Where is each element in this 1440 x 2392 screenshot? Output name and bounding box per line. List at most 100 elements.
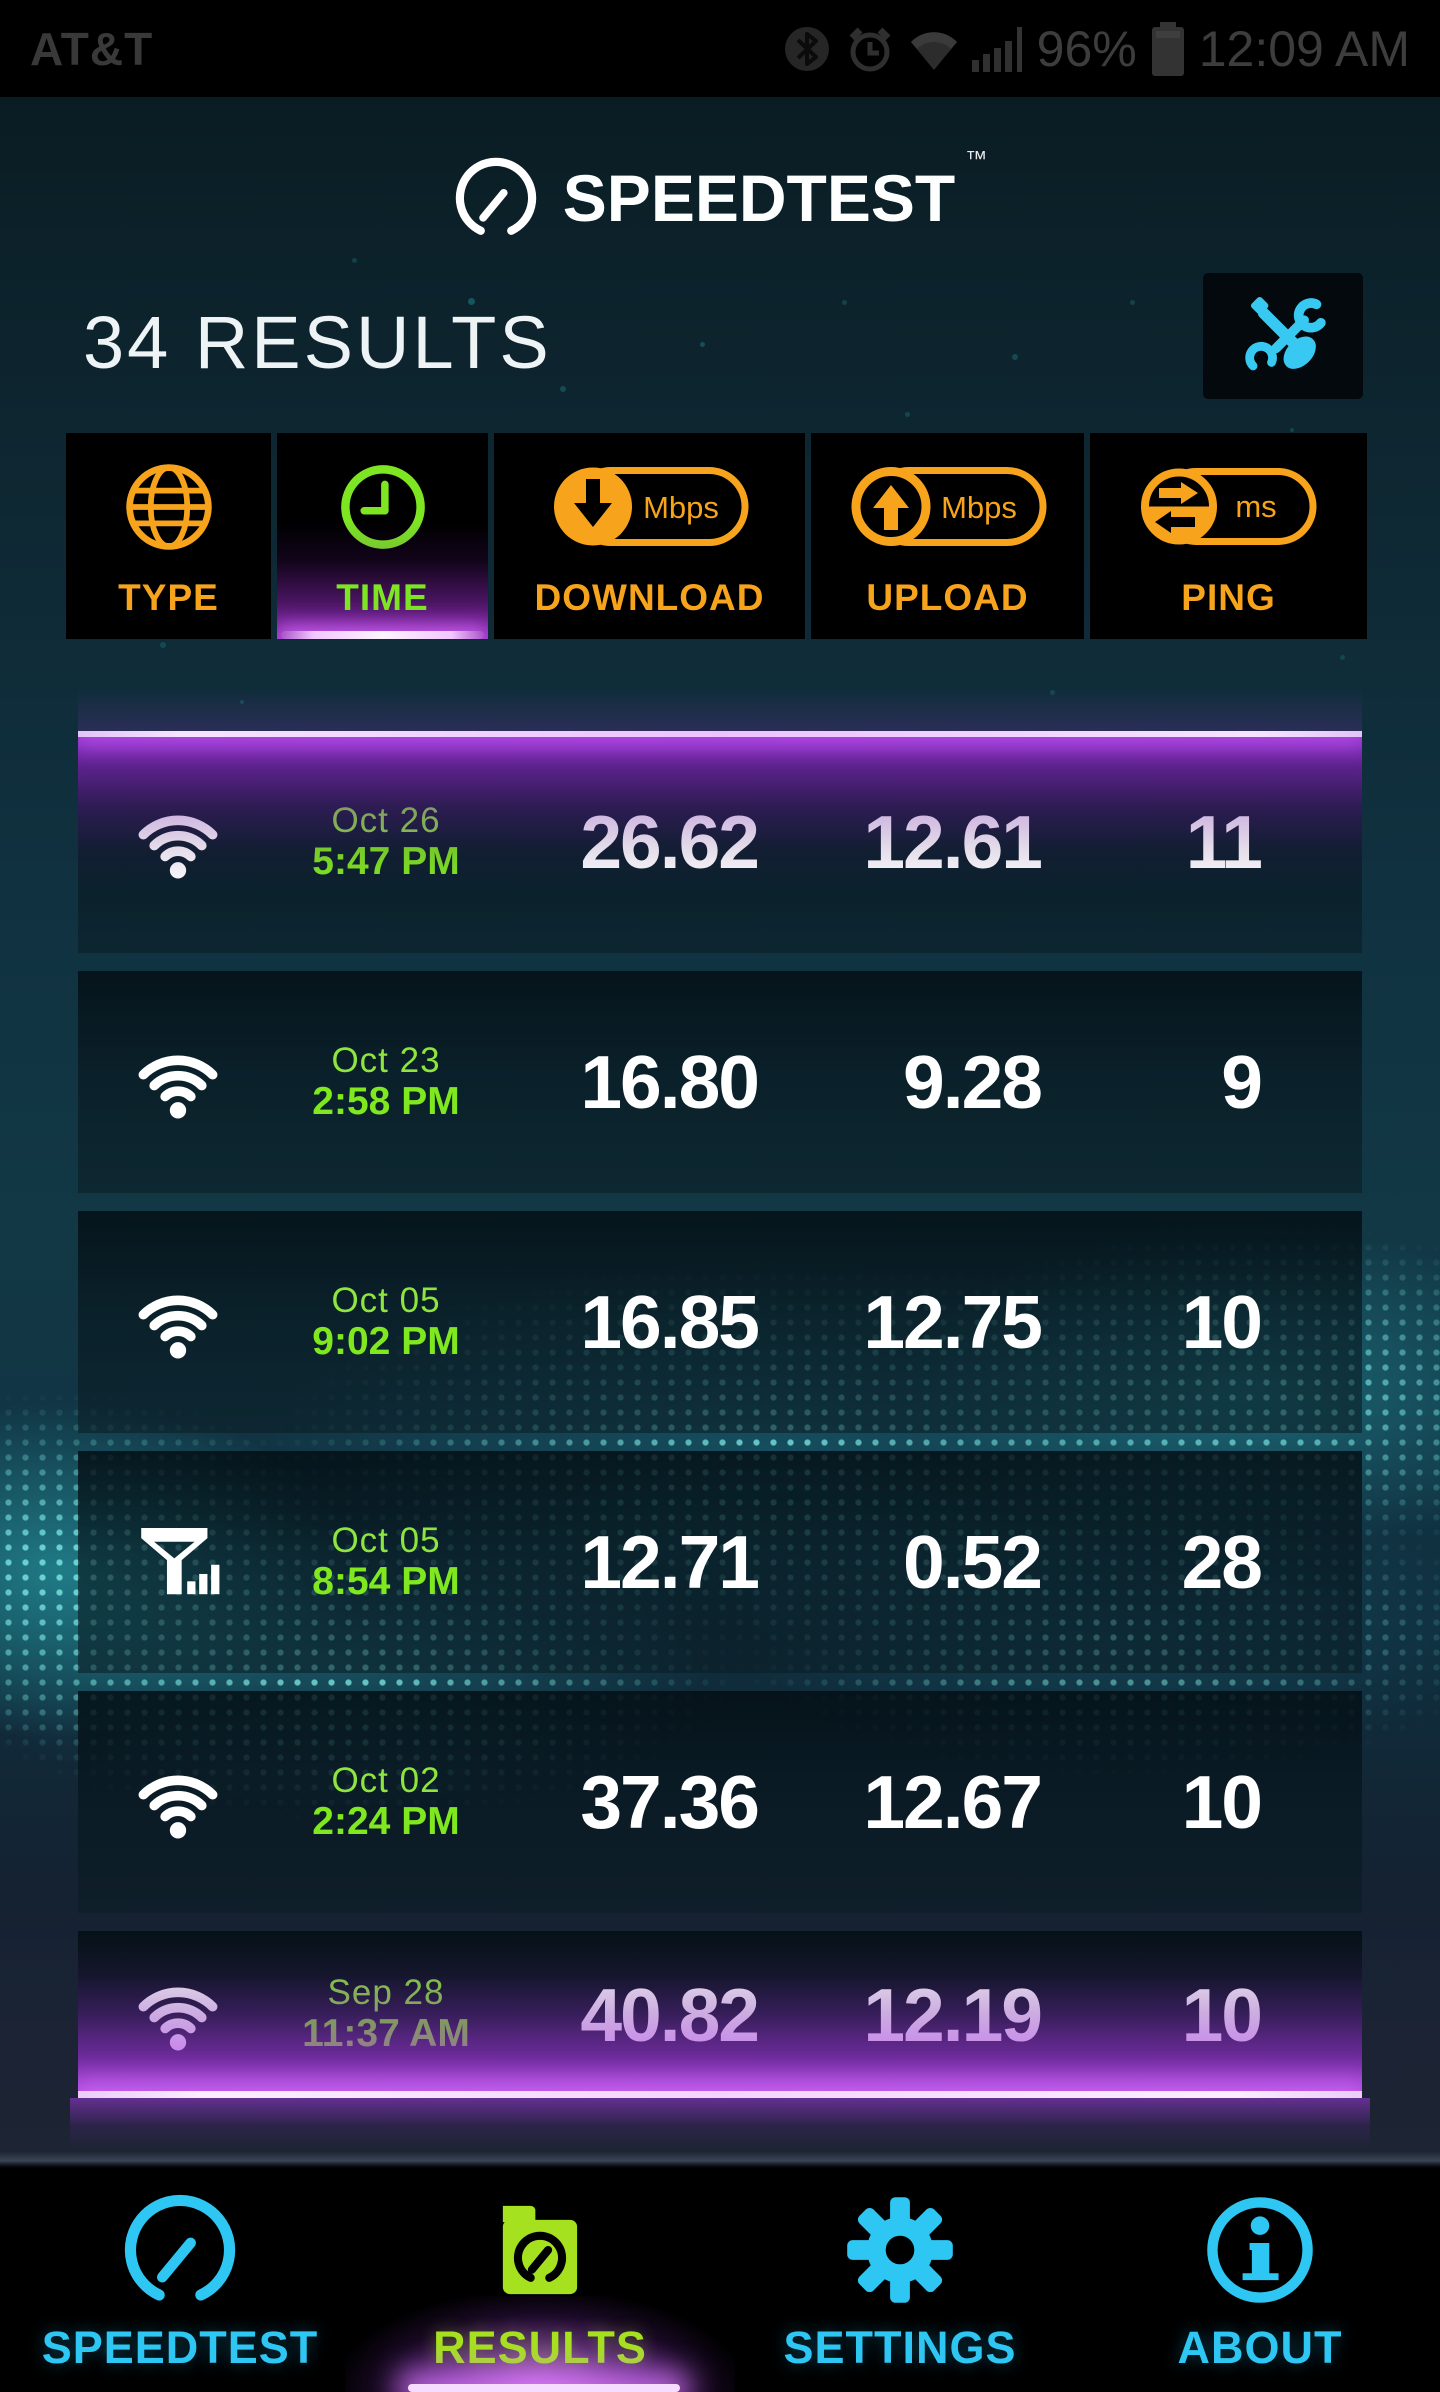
ping-unit: ms <box>1235 489 1276 524</box>
ping-label: PING <box>1181 577 1276 618</box>
result-time: 5:47 PM <box>312 839 460 883</box>
nav-label: SPEEDTEST <box>41 2322 319 2373</box>
sort-by-download[interactable]: Mbps DOWNLOAD <box>494 433 805 639</box>
download-arrow-icon: Mbps <box>547 449 753 565</box>
speedtest-gauge-icon <box>453 152 539 244</box>
signal-strength-icon <box>971 26 1024 72</box>
download-value: 12.71 <box>580 1520 760 1604</box>
ping-value: 11 <box>1185 800 1263 884</box>
result-row[interactable]: Sep 28 11:37 AM 40.82 12.19 10 <box>78 1931 1362 2098</box>
nav-divider <box>0 2152 1440 2168</box>
carrier-label: AT&T <box>30 22 154 75</box>
upload-value: 9.28 <box>903 1040 1043 1124</box>
nav-label: SETTINGS <box>783 2322 1017 2373</box>
result-row[interactable]: Oct 05 9:02 PM 16.85 12.75 10 <box>78 1211 1362 1433</box>
sort-by-type[interactable]: TYPE <box>66 433 271 639</box>
ping-value: 9 <box>1221 1040 1263 1124</box>
download-value: 16.85 <box>580 1280 760 1364</box>
wifi-icon <box>78 1042 278 1123</box>
result-date: Oct 05 <box>331 1520 441 1560</box>
app-logo: SPEEDTEST ™ <box>0 146 1440 248</box>
sort-by-ping[interactable]: ms PING <box>1090 433 1367 639</box>
results-folder-icon <box>482 2190 598 2310</box>
clock-label: 12:09 AM <box>1198 20 1410 77</box>
upload-label: UPLOAD <box>866 577 1029 618</box>
cellular-icon <box>78 1526 278 1598</box>
result-time: 9:02 PM <box>312 1319 460 1363</box>
download-value: 40.82 <box>580 1972 760 2057</box>
trademark-symbol: ™ <box>965 146 988 171</box>
status-icons: 96% 12:09 AM <box>783 20 1410 78</box>
battery-percent-label: 96% <box>1036 20 1137 77</box>
nav-label: RESULTS <box>433 2322 647 2373</box>
nav-tab-settings[interactable]: SETTINGS <box>720 2168 1080 2392</box>
ping-value: 28 <box>1181 1520 1263 1604</box>
result-time: 8:54 PM <box>312 1559 460 1603</box>
download-unit: Mbps <box>643 490 719 525</box>
ping-value: 10 <box>1181 1972 1263 2057</box>
upload-value: 12.61 <box>863 800 1043 884</box>
ping-value: 10 <box>1181 1760 1263 1844</box>
nav-label: ABOUT <box>1177 2322 1343 2373</box>
nav-tab-results[interactable]: RESULTS <box>360 2168 720 2392</box>
download-label: DOWNLOAD <box>534 577 765 618</box>
download-value: 26.62 <box>580 800 760 884</box>
result-datetime: Oct 05 9:02 PM <box>278 1281 494 1364</box>
wifi-icon <box>78 1762 278 1843</box>
bluetooth-icon <box>783 25 831 73</box>
result-datetime: Oct 02 2:24 PM <box>278 1761 494 1844</box>
download-value: 16.80 <box>580 1040 760 1124</box>
gauge-icon <box>121 2190 239 2310</box>
info-icon <box>1202 2190 1318 2310</box>
ping-value: 10 <box>1181 1280 1263 1364</box>
ping-arrows-icon: ms <box>1134 449 1324 565</box>
upload-value: 12.75 <box>863 1280 1043 1364</box>
tools-icon <box>1245 296 1326 371</box>
result-date: Oct 26 <box>331 800 441 840</box>
result-row[interactable]: Oct 02 2:24 PM 37.36 12.67 10 <box>78 1691 1362 1913</box>
result-row[interactable]: Oct 26 5:47 PM 26.62 12.61 11 <box>78 731 1362 953</box>
wifi-icon <box>78 802 278 883</box>
upload-arrow-icon: Mbps <box>845 449 1051 565</box>
upload-value: 0.52 <box>903 1520 1043 1604</box>
result-datetime: Oct 05 8:54 PM <box>278 1521 494 1604</box>
alarm-icon <box>844 24 896 74</box>
result-time: 2:58 PM <box>312 1079 460 1123</box>
result-date: Oct 02 <box>331 1760 441 1800</box>
upload-unit: Mbps <box>941 490 1017 525</box>
result-datetime: Oct 23 2:58 PM <box>278 1041 494 1124</box>
results-count-title: 34 RESULTS <box>83 301 552 384</box>
sort-filter-bar: TYPE TIME Mbps <box>66 433 1367 639</box>
result-datetime: Sep 28 11:37 AM <box>278 1973 494 2056</box>
bottom-nav-bar: SPEEDTEST RESULTS <box>0 2168 1440 2392</box>
app-name: SPEEDTEST <box>562 161 956 235</box>
wifi-icon <box>78 1282 278 1363</box>
results-list: Oct 26 5:47 PM 26.62 12.61 11 Oct 23 2:5… <box>78 731 1362 2098</box>
time-label: TIME <box>336 577 429 618</box>
manage-results-button[interactable] <box>1203 273 1363 399</box>
nav-tab-speedtest[interactable]: SPEEDTEST <box>0 2168 360 2392</box>
upload-value: 12.19 <box>863 1972 1043 2057</box>
download-value: 37.36 <box>580 1760 760 1844</box>
clock-icon <box>336 449 430 565</box>
result-date: Oct 05 <box>331 1280 441 1320</box>
result-row[interactable]: Oct 05 8:54 PM 12.71 0.52 28 <box>78 1451 1362 1673</box>
sort-by-upload[interactable]: Mbps UPLOAD <box>811 433 1084 639</box>
battery-icon <box>1150 21 1186 76</box>
globe-icon <box>121 449 217 565</box>
type-label: TYPE <box>118 577 219 618</box>
upload-value: 12.67 <box>863 1760 1043 1844</box>
result-row[interactable]: Oct 23 2:58 PM 16.80 9.28 9 <box>78 971 1362 1193</box>
result-time: 2:24 PM <box>312 1799 460 1843</box>
gear-icon <box>845 2190 955 2310</box>
result-time: 11:37 AM <box>302 2012 470 2056</box>
result-datetime: Oct 26 5:47 PM <box>278 801 494 884</box>
result-date: Oct 23 <box>331 1040 441 1080</box>
status-bar: AT&T <box>0 0 1440 97</box>
sort-by-time[interactable]: TIME <box>277 433 488 639</box>
wifi-status-icon <box>909 27 959 71</box>
nav-tab-about[interactable]: ABOUT <box>1080 2168 1440 2392</box>
result-date: Sep 28 <box>327 1973 445 2013</box>
wifi-icon <box>78 1974 278 2055</box>
